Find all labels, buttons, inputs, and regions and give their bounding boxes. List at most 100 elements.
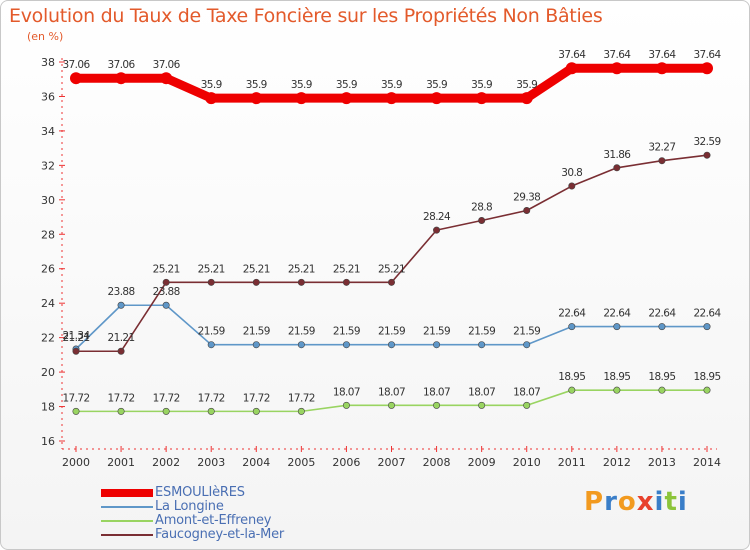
data-label: 18.07 (468, 386, 495, 398)
data-label: 18.95 (603, 371, 630, 383)
y-tick-label: 32 (41, 159, 55, 172)
data-point (387, 401, 395, 409)
data-point (162, 407, 170, 415)
data-point (252, 278, 260, 286)
x-tick-label: 2004 (242, 456, 270, 469)
data-point (70, 72, 82, 85)
logo-letter: i (654, 487, 665, 517)
data-label: 30.8 (561, 167, 582, 179)
data-label: 23.88 (153, 286, 180, 298)
data-label: 22.64 (558, 308, 586, 320)
data-point (478, 341, 486, 349)
proxiti-logo: Proxiti (584, 487, 688, 517)
data-point (610, 62, 623, 75)
data-point (703, 386, 711, 394)
x-tick-label: 2014 (693, 456, 721, 469)
data-label: 21.34 (62, 330, 90, 342)
chart-subtitle: (en %) (27, 30, 64, 43)
data-point (385, 92, 398, 105)
data-label: 25.21 (243, 263, 270, 275)
x-tick-label: 2011 (558, 456, 586, 469)
x-tick-label: 2005 (287, 456, 315, 469)
data-point (205, 92, 218, 105)
data-label: 21.59 (198, 326, 225, 338)
data-point (72, 347, 80, 355)
legend-label: Amont-et-Effreney (155, 513, 272, 528)
x-tick-label: 2003 (197, 456, 225, 469)
data-label: 17.72 (108, 392, 135, 404)
data-point (703, 323, 711, 331)
data-point (568, 386, 576, 394)
data-point (295, 92, 308, 105)
data-label: 28.24 (423, 211, 451, 223)
data-point (297, 407, 305, 415)
data-label: 18.95 (558, 371, 585, 383)
y-tick-label: 24 (41, 297, 55, 310)
data-point (297, 278, 305, 286)
legend-label: Faucogney-et-la-Mer (155, 527, 285, 542)
data-label: 22.64 (648, 308, 676, 320)
y-tick-label: 22 (41, 332, 55, 345)
data-point (430, 92, 443, 105)
data-point (342, 278, 350, 286)
data-label: 17.72 (198, 392, 225, 404)
data-label: 18.07 (423, 386, 450, 398)
y-tick-label: 30 (41, 194, 55, 207)
data-label: 35.9 (516, 79, 537, 91)
data-label: 21.59 (333, 326, 360, 338)
x-tick-label: 2008 (423, 456, 451, 469)
data-point (433, 341, 441, 349)
x-tick-label: 2013 (648, 456, 676, 469)
data-label: 18.07 (513, 386, 540, 398)
data-label: 25.21 (153, 263, 180, 275)
data-label: 21.59 (423, 326, 450, 338)
data-label: 17.72 (153, 392, 180, 404)
data-point (568, 323, 576, 331)
series-line (75, 154, 708, 353)
logo-letter: o (617, 487, 637, 517)
data-point (115, 72, 128, 85)
x-tick-label: 2007 (378, 456, 406, 469)
data-label: 29.38 (513, 191, 540, 203)
data-point (658, 157, 666, 165)
data-label: 25.21 (288, 263, 315, 275)
data-point (433, 401, 441, 409)
data-label: 37.06 (108, 59, 136, 71)
data-label: 21.21 (108, 332, 135, 344)
data-point (162, 278, 170, 286)
data-point (613, 323, 621, 331)
data-point (250, 92, 263, 105)
legend-label: ESMOULIèRES (155, 485, 245, 500)
data-point (342, 341, 350, 349)
data-point (568, 182, 576, 190)
data-point (162, 301, 170, 309)
data-point (478, 401, 486, 409)
data-label: 37.64 (603, 49, 631, 61)
data-label: 25.21 (333, 263, 360, 275)
data-point (433, 226, 441, 234)
data-point (613, 386, 621, 394)
data-point (342, 401, 350, 409)
data-label: 37.06 (153, 59, 181, 71)
logo-letter: x (636, 487, 655, 517)
data-label: 35.9 (291, 79, 312, 91)
data-point (207, 278, 215, 286)
data-label: 37.64 (693, 49, 721, 61)
data-point (160, 72, 173, 85)
data-label: 18.07 (378, 386, 405, 398)
data-label: 28.8 (471, 201, 492, 213)
data-label: 21.59 (468, 326, 495, 338)
data-point (387, 278, 395, 286)
data-point (523, 341, 531, 349)
data-label: 21.59 (513, 326, 540, 338)
data-point (565, 62, 578, 75)
y-tick-label: 34 (41, 125, 55, 138)
data-label: 18.95 (693, 371, 720, 383)
data-point (117, 301, 125, 309)
data-label: 22.64 (603, 308, 631, 320)
data-label: 21.59 (288, 326, 315, 338)
y-tick-label: 16 (41, 435, 55, 448)
legend-swatch (101, 534, 153, 536)
logo-letter: P (584, 487, 605, 517)
